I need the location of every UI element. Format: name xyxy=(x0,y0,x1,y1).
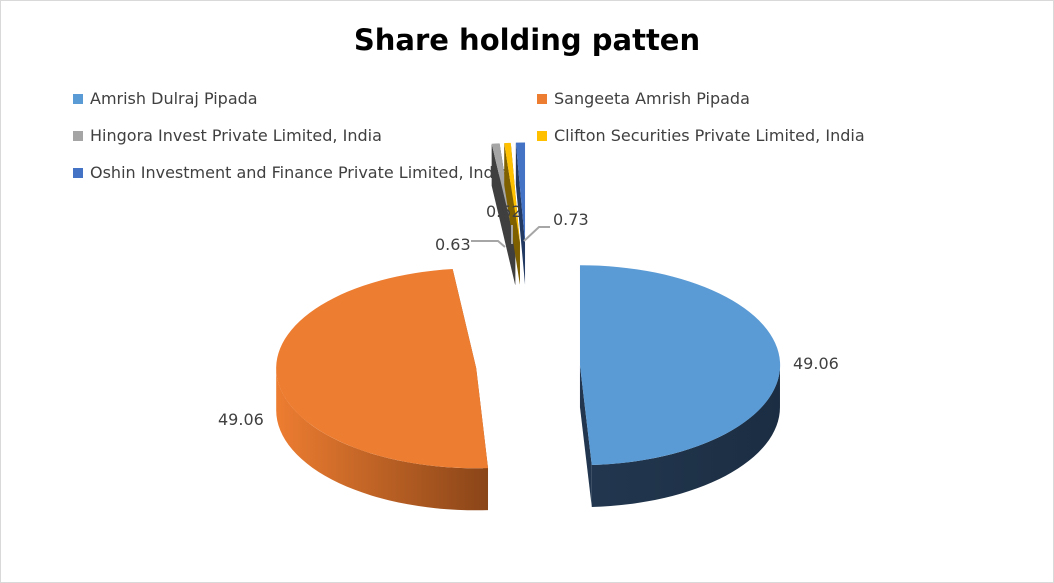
slice-cut-face xyxy=(579,365,592,508)
data-label-oshin: 0.73 xyxy=(553,210,589,229)
pie-slice-oshin xyxy=(515,142,526,285)
legend-swatch xyxy=(73,130,83,141)
legend-swatch xyxy=(73,167,83,178)
data-label-sangeeta: 49.06 xyxy=(218,410,264,429)
legend-label: Sangeeta Amrish Pipada xyxy=(554,89,750,108)
legend-item: Clifton Securities Private Limited, Indi… xyxy=(537,126,865,145)
pie-slice-sangeeta xyxy=(276,269,489,511)
slice-cut-face xyxy=(515,142,526,285)
leader-line-oshin xyxy=(523,226,550,242)
slice-top-face xyxy=(579,265,781,466)
data-label-clifton: 0.52 xyxy=(486,202,522,221)
data-label-amrish: 49.06 xyxy=(793,354,839,373)
slice-outer-wall xyxy=(591,365,780,508)
chart-title: Share holding patten xyxy=(353,23,701,57)
pie-slice-hingora xyxy=(491,143,516,286)
legend-label: Oshin Investment and Finance Private Lim… xyxy=(90,163,508,182)
slice-cut-face xyxy=(504,143,520,285)
slice-top-face xyxy=(515,142,526,243)
pie-slice-clifton xyxy=(504,142,520,285)
slice-top-face xyxy=(491,143,516,244)
legend-swatch xyxy=(73,93,83,104)
slice-top-face xyxy=(504,142,520,243)
pie-slice-amrish xyxy=(579,265,781,508)
legend-item: Oshin Investment and Finance Private Lim… xyxy=(73,163,508,182)
legend-item: Sangeeta Amrish Pipada xyxy=(537,89,750,108)
legend-label: Clifton Securities Private Limited, Indi… xyxy=(554,126,865,145)
slice-outer-wall xyxy=(276,368,489,511)
legend-label: Hingora Invest Private Limited, India xyxy=(90,126,382,145)
slice-top-face xyxy=(276,269,489,469)
legend-label: Amrish Dulraj Pipada xyxy=(90,89,258,108)
leader-line-hingora xyxy=(471,240,506,248)
data-label-hingora: 0.63 xyxy=(435,235,471,254)
legend-item: Amrish Dulraj Pipada xyxy=(73,89,258,108)
legend-item: Hingora Invest Private Limited, India xyxy=(73,126,382,145)
slice-cut-face xyxy=(491,143,516,286)
legend-swatch xyxy=(537,130,547,141)
legend-swatch xyxy=(537,93,547,104)
